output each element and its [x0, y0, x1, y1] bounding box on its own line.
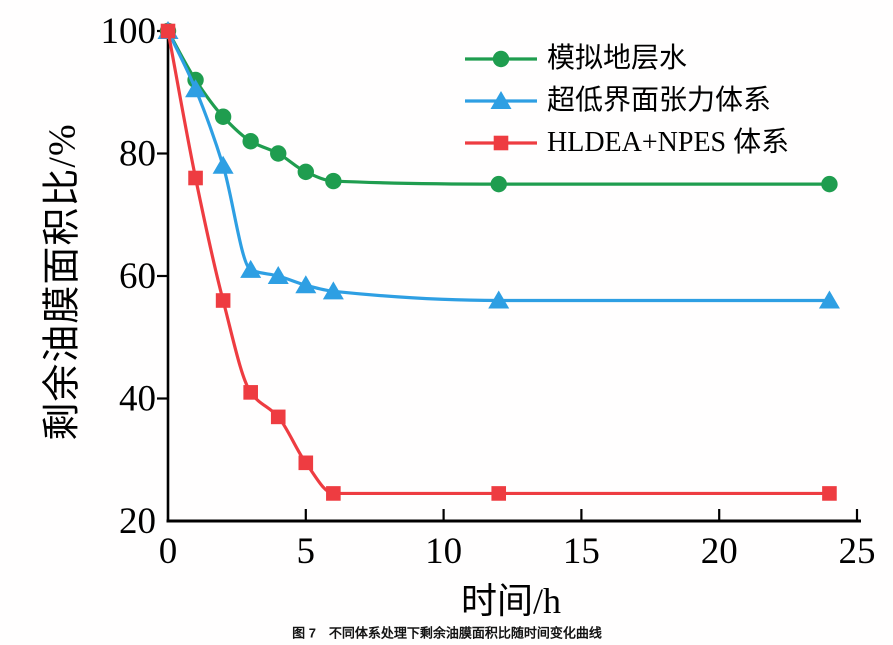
series-0-circle-marker	[297, 163, 314, 181]
series-1-triangle-marker	[267, 266, 289, 284]
y-tick-label: 20	[119, 501, 156, 542]
series-2-square-marker	[215, 293, 231, 308]
x-tick-label: 0	[159, 531, 178, 572]
legend-item-0: 模拟地层水	[464, 38, 789, 80]
series-2-square-marker	[160, 23, 176, 39]
series-1-line	[166, 29, 832, 303]
series-2-square-marker	[822, 486, 837, 501]
series-0-circle-marker	[490, 175, 507, 193]
series-2-square-marker	[491, 486, 507, 501]
y-tick-label: 80	[119, 134, 156, 175]
series-1-triangle-marker	[240, 259, 262, 278]
legend-label: 模拟地层水	[547, 43, 688, 74]
series-1-triangle-marker	[488, 290, 510, 309]
figure-caption: 图 7 不同体系处理下剩余油膜面积比随时间变化曲线	[292, 625, 602, 641]
x-tick-label: 10	[425, 531, 462, 572]
series-2-square-marker	[270, 409, 286, 425]
legend-label: 超低界面张力体系	[547, 85, 772, 116]
y-axis-title: 剩余油膜面积比/%	[41, 123, 84, 441]
series-2	[160, 23, 837, 501]
y-tick-label: 40	[119, 379, 156, 420]
series-0-circle-marker	[242, 133, 259, 150]
legend-circle-marker-icon	[465, 50, 537, 68]
x-tick-label: 15	[563, 531, 600, 572]
series-1-triangle-marker	[212, 155, 234, 174]
legend-label: HLDEA+NPES 体系	[547, 127, 790, 158]
series-1-triangle-marker	[295, 275, 317, 294]
series-0	[159, 22, 838, 193]
legend-triangle-marker-icon	[465, 91, 537, 109]
series-2-square-marker	[243, 385, 258, 400]
series-0-circle-marker	[325, 172, 342, 190]
legend-square-marker-icon	[465, 135, 537, 151]
legend-triangle-glyph	[490, 91, 512, 109]
legend-item-1: 超低界面张力体系	[464, 80, 789, 122]
legend-square-glyph	[493, 135, 509, 151]
legend: 模拟地层水超低界面张力体系 HLDEA+NPES 体系	[464, 38, 789, 164]
x-tick-label: 20	[701, 531, 738, 572]
x-tick-label: 5	[297, 531, 316, 572]
series-1-triangle-marker	[818, 290, 840, 309]
series-2-square-marker	[298, 455, 314, 471]
series-0-circle-marker	[821, 175, 838, 193]
y-tick-label: 100	[101, 11, 157, 52]
series-0-circle-marker	[270, 145, 287, 162]
x-tick-label: 25	[839, 531, 876, 572]
series-1	[157, 21, 840, 309]
x-axis-title: 时间/h	[460, 581, 562, 621]
legend-item-2: HLDEA+NPES 体系	[464, 122, 789, 164]
series-2-square-marker	[188, 170, 203, 186]
series-2-square-marker	[326, 486, 341, 501]
legend-circle-glyph	[492, 50, 510, 68]
y-tick-label: 60	[119, 256, 156, 297]
series-0-circle-marker	[214, 108, 232, 125]
series-1-triangle-marker	[322, 281, 344, 300]
series-1-triangle-marker	[185, 79, 207, 98]
